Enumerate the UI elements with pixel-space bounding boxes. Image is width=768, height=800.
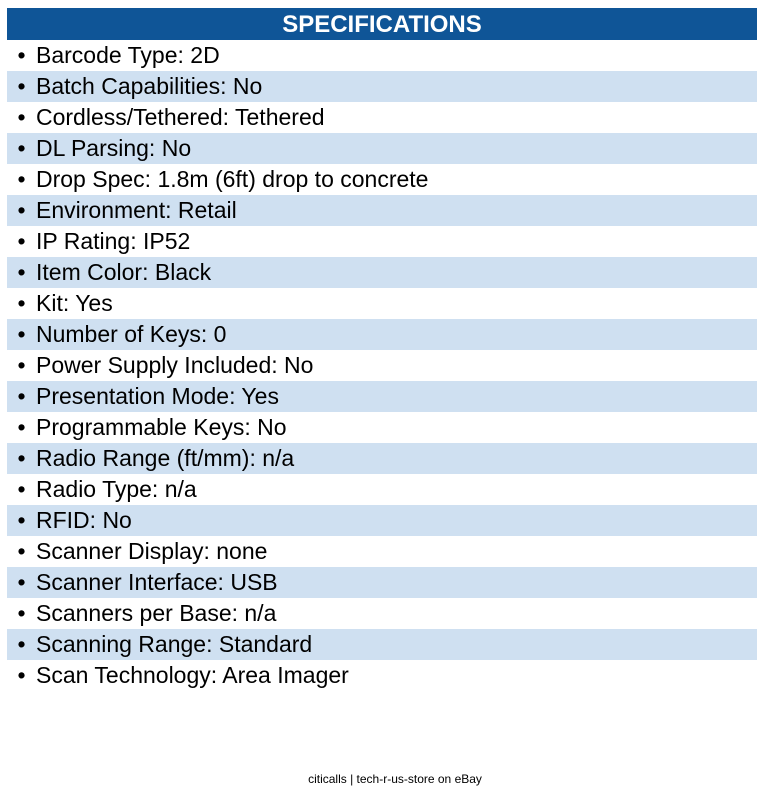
bullet-icon: • bbox=[17, 352, 26, 378]
spec-item: • Power Supply Included: No bbox=[7, 350, 757, 381]
spec-text: Item Color: Black bbox=[36, 259, 212, 285]
bullet-icon: • bbox=[17, 321, 26, 347]
spec-text: Power Supply Included: No bbox=[36, 352, 314, 378]
spec-item: • Barcode Type: 2D bbox=[7, 40, 757, 71]
bullet-icon: • bbox=[17, 631, 26, 657]
bullet-icon: • bbox=[17, 197, 26, 223]
bullet-icon: • bbox=[17, 538, 26, 564]
spec-item: • Radio Range (ft/mm): n/a bbox=[7, 443, 757, 474]
spec-text: Radio Type: n/a bbox=[36, 476, 197, 502]
spec-item: • Drop Spec: 1.8m (6ft) drop to concrete bbox=[7, 164, 757, 195]
specifications-header: SPECIFICATIONS bbox=[7, 8, 757, 40]
spec-item: • Scanning Range: Standard bbox=[7, 629, 757, 660]
spec-text: Environment: Retail bbox=[36, 197, 237, 223]
spec-text: IP Rating: IP52 bbox=[36, 228, 191, 254]
bullet-icon: • bbox=[17, 259, 26, 285]
spec-text: Scanners per Base: n/a bbox=[36, 600, 277, 626]
spec-item: • Scanners per Base: n/a bbox=[7, 598, 757, 629]
footer-credit: citicalls | tech-r-us-store on eBay bbox=[308, 772, 482, 786]
bullet-icon: • bbox=[17, 445, 26, 471]
spec-text: Cordless/Tethered: Tethered bbox=[36, 104, 325, 130]
spec-item: • IP Rating: IP52 bbox=[7, 226, 757, 257]
spec-text: Kit: Yes bbox=[36, 290, 113, 316]
spec-text: Drop Spec: 1.8m (6ft) drop to concrete bbox=[36, 166, 429, 192]
spec-text: DL Parsing: No bbox=[36, 135, 192, 161]
bullet-icon: • bbox=[17, 104, 26, 130]
bullet-icon: • bbox=[17, 383, 26, 409]
spec-text: Batch Capabilities: No bbox=[36, 73, 263, 99]
spec-text: Presentation Mode: Yes bbox=[36, 383, 279, 409]
spec-item: • Number of Keys: 0 bbox=[7, 319, 757, 350]
bullet-icon: • bbox=[17, 569, 26, 595]
spec-text: Number of Keys: 0 bbox=[36, 321, 227, 347]
spec-item: • Scan Technology: Area Imager bbox=[7, 660, 757, 691]
spec-item: • Batch Capabilities: No bbox=[7, 71, 757, 102]
spec-text: Programmable Keys: No bbox=[36, 414, 287, 440]
spec-text: Scan Technology: Area Imager bbox=[36, 662, 349, 688]
bullet-icon: • bbox=[17, 42, 26, 68]
bullet-icon: • bbox=[17, 228, 26, 254]
bullet-icon: • bbox=[17, 414, 26, 440]
spec-item: • Environment: Retail bbox=[7, 195, 757, 226]
spec-item: • Kit: Yes bbox=[7, 288, 757, 319]
bullet-icon: • bbox=[17, 507, 26, 533]
spec-item: • Radio Type: n/a bbox=[7, 474, 757, 505]
bullet-icon: • bbox=[17, 600, 26, 626]
spec-text: Scanning Range: Standard bbox=[36, 631, 313, 657]
bullet-icon: • bbox=[17, 166, 26, 192]
spec-item: • Programmable Keys: No bbox=[7, 412, 757, 443]
bullet-icon: • bbox=[17, 73, 26, 99]
spec-item: • Presentation Mode: Yes bbox=[7, 381, 757, 412]
bullet-icon: • bbox=[17, 290, 26, 316]
bullet-icon: • bbox=[17, 135, 26, 161]
spec-text: Barcode Type: 2D bbox=[36, 42, 220, 68]
spec-text: Scanner Display: none bbox=[36, 538, 268, 564]
spec-text: Scanner Interface: USB bbox=[36, 569, 278, 595]
spec-item: • Scanner Display: none bbox=[7, 536, 757, 567]
spec-item: • Scanner Interface: USB bbox=[7, 567, 757, 598]
spec-item: • Item Color: Black bbox=[7, 257, 757, 288]
specifications-list: • Barcode Type: 2D • Batch Capabilities: No… bbox=[7, 40, 757, 691]
spec-item: • RFID: No bbox=[7, 505, 757, 536]
bullet-icon: • bbox=[17, 662, 26, 688]
spec-text: RFID: No bbox=[36, 507, 132, 533]
spec-text: Radio Range (ft/mm): n/a bbox=[36, 445, 295, 471]
spec-item: • Cordless/Tethered: Tethered bbox=[7, 102, 757, 133]
bullet-icon: • bbox=[17, 476, 26, 502]
spec-item: • DL Parsing: No bbox=[7, 133, 757, 164]
